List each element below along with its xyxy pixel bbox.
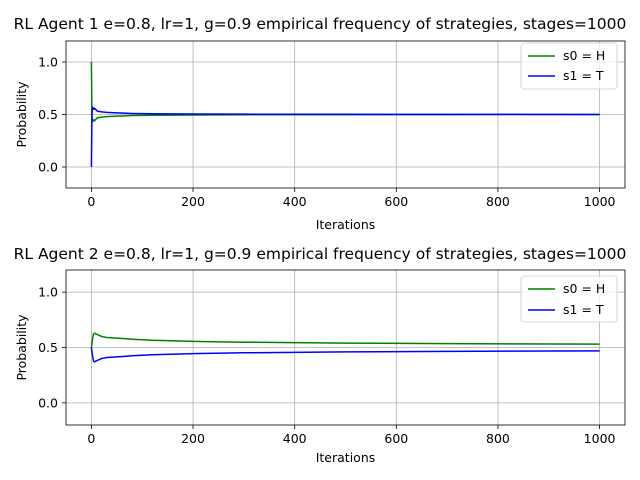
grid — [66, 270, 625, 425]
x-tick-label: 200 — [181, 194, 205, 209]
series-lines — [90, 332, 600, 363]
x-axis-ticks: 0 200 400 600 800 1000 — [87, 425, 616, 446]
legend: s0 = H s1 = T — [520, 275, 618, 323]
legend-label-s1: s1 = T — [563, 302, 604, 317]
x-axis-label: Iterations — [316, 450, 376, 465]
x-tick-label: 600 — [384, 431, 408, 446]
y-tick-label: 0.5 — [38, 340, 58, 355]
x-tick-label: 1000 — [584, 431, 616, 446]
y-tick-label: 1.0 — [38, 285, 58, 300]
series-line-s1 — [90, 347, 600, 363]
y-tick-label: 0.0 — [38, 160, 58, 175]
y-tick-label: 1.0 — [38, 55, 58, 70]
x-tick-label: 200 — [181, 431, 205, 446]
x-axis-ticks: 0 200 400 600 800 1000 — [87, 188, 616, 209]
series-line-s0 — [90, 61, 600, 123]
legend-label-s0: s0 = H — [563, 48, 605, 63]
x-tick-label: 800 — [486, 431, 510, 446]
y-axis-label: Probability — [14, 314, 29, 381]
x-tick-label: 0 — [87, 194, 95, 209]
y-tick-label: 0.5 — [38, 107, 58, 122]
x-tick-label: 600 — [384, 194, 408, 209]
x-tick-label: 0 — [87, 431, 95, 446]
x-tick-label: 1000 — [584, 194, 616, 209]
legend: s0 = H s1 = T — [520, 42, 618, 90]
y-axis-ticks: 0.0 0.5 1.0 — [38, 55, 66, 175]
series-line-s0 — [90, 332, 600, 348]
subplot-agent-1: RL Agent 1 e=0.8, lr=1, g=0.9 empirical … — [14, 15, 627, 232]
y-tick-label: 0.0 — [38, 395, 58, 410]
series-line-s1 — [90, 106, 600, 168]
legend-label-s1: s1 = T — [563, 68, 604, 83]
chart-title: RL Agent 1 e=0.8, lr=1, g=0.9 empirical … — [14, 15, 627, 33]
subplot-agent-2: RL Agent 2 e=0.8, lr=1, g=0.9 empirical … — [14, 245, 627, 465]
legend-box — [520, 42, 618, 90]
chart-title: RL Agent 2 e=0.8, lr=1, g=0.9 empirical … — [14, 245, 627, 263]
x-tick-label: 800 — [486, 194, 510, 209]
x-tick-label: 400 — [283, 431, 307, 446]
x-axis-label: Iterations — [316, 217, 376, 232]
y-axis-label: Probability — [14, 81, 29, 148]
series-lines — [90, 61, 600, 168]
x-tick-label: 400 — [283, 194, 307, 209]
legend-label-s0: s0 = H — [563, 281, 605, 296]
y-axis-ticks: 0.0 0.5 1.0 — [38, 285, 66, 410]
